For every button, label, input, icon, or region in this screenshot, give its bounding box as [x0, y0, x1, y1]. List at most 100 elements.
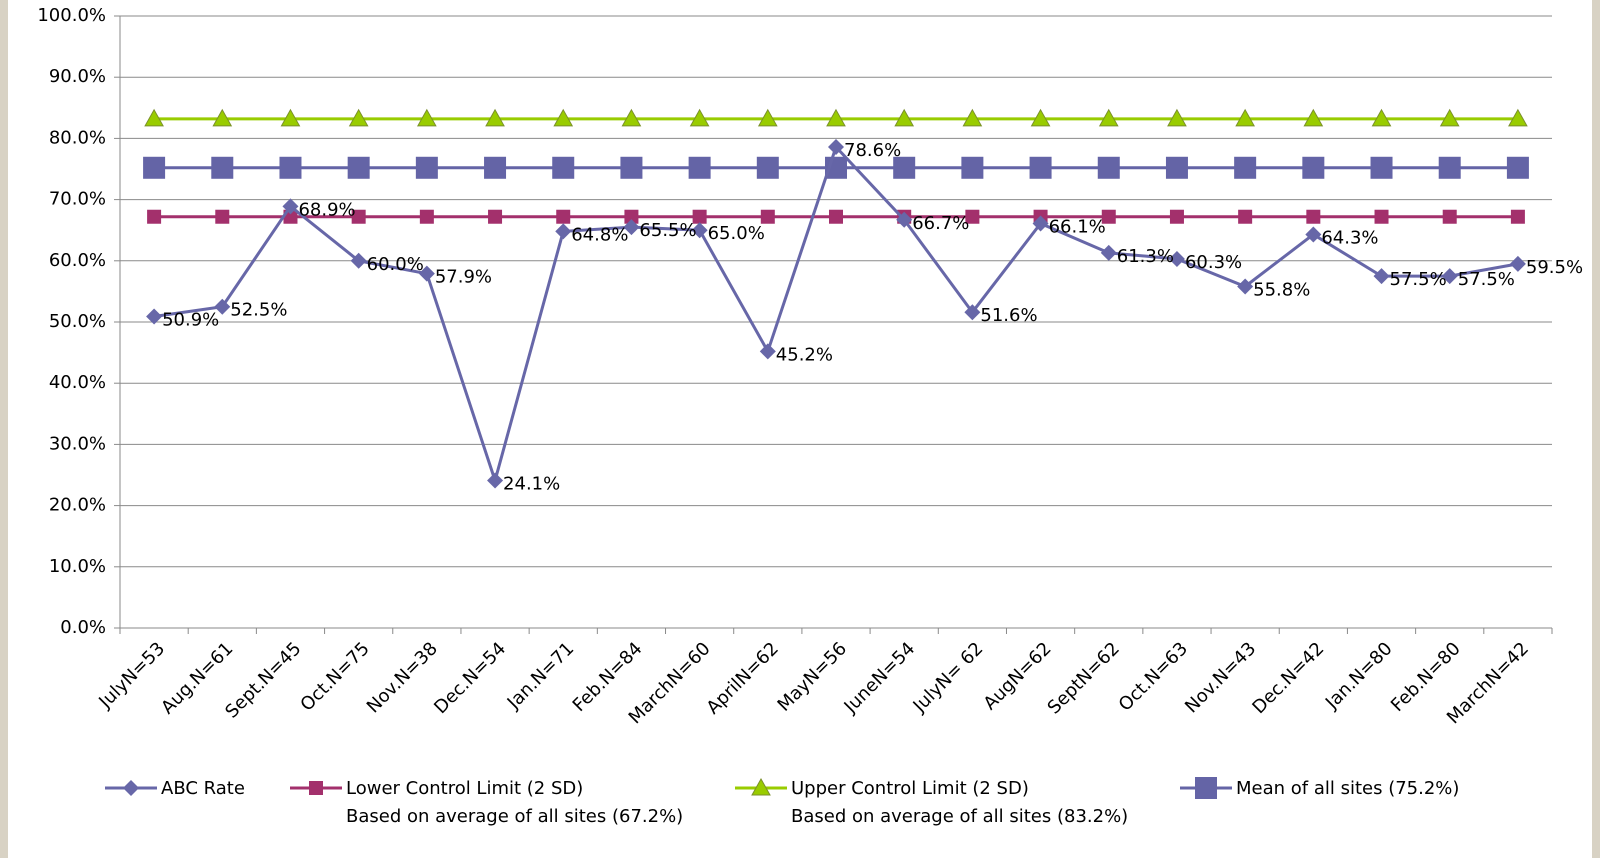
data-label: 57.5% [1458, 269, 1515, 290]
data-label: 61.3% [1117, 246, 1174, 267]
data-label: 24.1% [503, 474, 560, 495]
marker [417, 108, 437, 127]
marker [757, 108, 778, 127]
x-tick-label: JulyN= 62 [909, 638, 988, 717]
marker [692, 209, 707, 224]
marker [351, 209, 366, 224]
marker [1235, 108, 1255, 127]
legend-label: ABC Rate [161, 778, 245, 799]
marker [485, 108, 505, 127]
marker [1098, 108, 1119, 127]
marker [348, 108, 369, 127]
data-label: 60.3% [1185, 252, 1242, 273]
marker [1237, 278, 1254, 295]
x-tick-label: Nov.N=38 [363, 638, 442, 717]
data-label: 60.0% [367, 254, 424, 275]
marker [1370, 156, 1393, 179]
marker [1302, 156, 1325, 179]
marker [1100, 244, 1117, 261]
x-tick-label: Dec.N=42 [1248, 638, 1328, 718]
data-label: 64.3% [1321, 227, 1378, 248]
marker [1508, 108, 1528, 127]
marker [1032, 215, 1049, 232]
x-tick-label: Oct.N=75 [296, 638, 373, 715]
legend-label: Lower Control Limit (2 SD) Based on aver… [346, 778, 684, 827]
marker [1374, 209, 1389, 224]
y-tick-label: 30.0% [49, 433, 106, 454]
marker [215, 209, 230, 224]
marker [1442, 209, 1457, 224]
y-tick-label: 60.0% [49, 250, 106, 271]
marker [147, 209, 162, 224]
marker [418, 265, 435, 282]
marker [1371, 108, 1392, 127]
marker [965, 209, 980, 224]
marker [829, 209, 843, 224]
y-tick-label: 70.0% [49, 189, 106, 210]
marker [123, 780, 139, 796]
marker [1168, 250, 1185, 267]
marker [759, 343, 776, 360]
marker [552, 156, 575, 179]
marker [143, 156, 166, 179]
marker [751, 777, 771, 796]
x-tick-label: AprilN=62 [703, 638, 783, 718]
data-label: 52.5% [230, 300, 287, 321]
data-label: 45.2% [776, 344, 833, 365]
y-tick-label: 40.0% [49, 372, 106, 393]
marker [760, 209, 775, 224]
marker [1238, 209, 1253, 224]
marker [1506, 156, 1529, 179]
data-label: 65.0% [708, 223, 765, 244]
data-label: 57.5% [1390, 269, 1447, 290]
marker [624, 209, 639, 224]
marker [1438, 156, 1461, 179]
data-label: 64.8% [571, 224, 628, 245]
marker [556, 209, 571, 224]
data-label: 57.9% [435, 267, 492, 288]
y-tick-label: 50.0% [49, 311, 106, 332]
marker [826, 108, 846, 127]
x-tick-label: Jan.N=80 [1321, 638, 1397, 714]
marker [553, 108, 574, 127]
marker [964, 304, 981, 321]
marker [1165, 156, 1188, 179]
marker [415, 156, 438, 179]
marker [1306, 209, 1321, 224]
legend-label: Mean of all sites (75.2%) [1236, 778, 1460, 799]
marker [1510, 209, 1525, 224]
y-tick-label: 10.0% [49, 556, 106, 577]
marker [1029, 156, 1052, 179]
marker [555, 223, 572, 240]
marker [1234, 156, 1257, 179]
marker [146, 308, 163, 325]
marker [282, 198, 299, 215]
x-tick-label: SeptN=62 [1044, 638, 1124, 718]
marker [419, 209, 434, 224]
marker [896, 211, 913, 228]
marker [1030, 108, 1051, 127]
marker [620, 156, 643, 179]
marker [280, 108, 301, 127]
marker [894, 108, 915, 127]
data-label: 78.6% [844, 140, 901, 161]
data-label: 65.5% [639, 220, 696, 241]
x-tick-label: Dec.N=54 [430, 638, 510, 718]
data-label: 51.6% [980, 305, 1037, 326]
marker [756, 156, 779, 179]
marker [1167, 108, 1187, 127]
marker [1097, 156, 1120, 179]
marker [1373, 268, 1390, 285]
marker [1195, 777, 1217, 799]
legend-label: Upper Control Limit (2 SD) Based on aver… [791, 778, 1129, 827]
data-label: 59.5% [1526, 257, 1583, 278]
y-tick-label: 80.0% [49, 127, 106, 148]
marker [1101, 209, 1116, 224]
marker [144, 108, 164, 127]
marker [623, 219, 640, 236]
marker [1305, 226, 1322, 243]
marker [212, 108, 233, 127]
data-label: 50.9% [162, 309, 219, 330]
